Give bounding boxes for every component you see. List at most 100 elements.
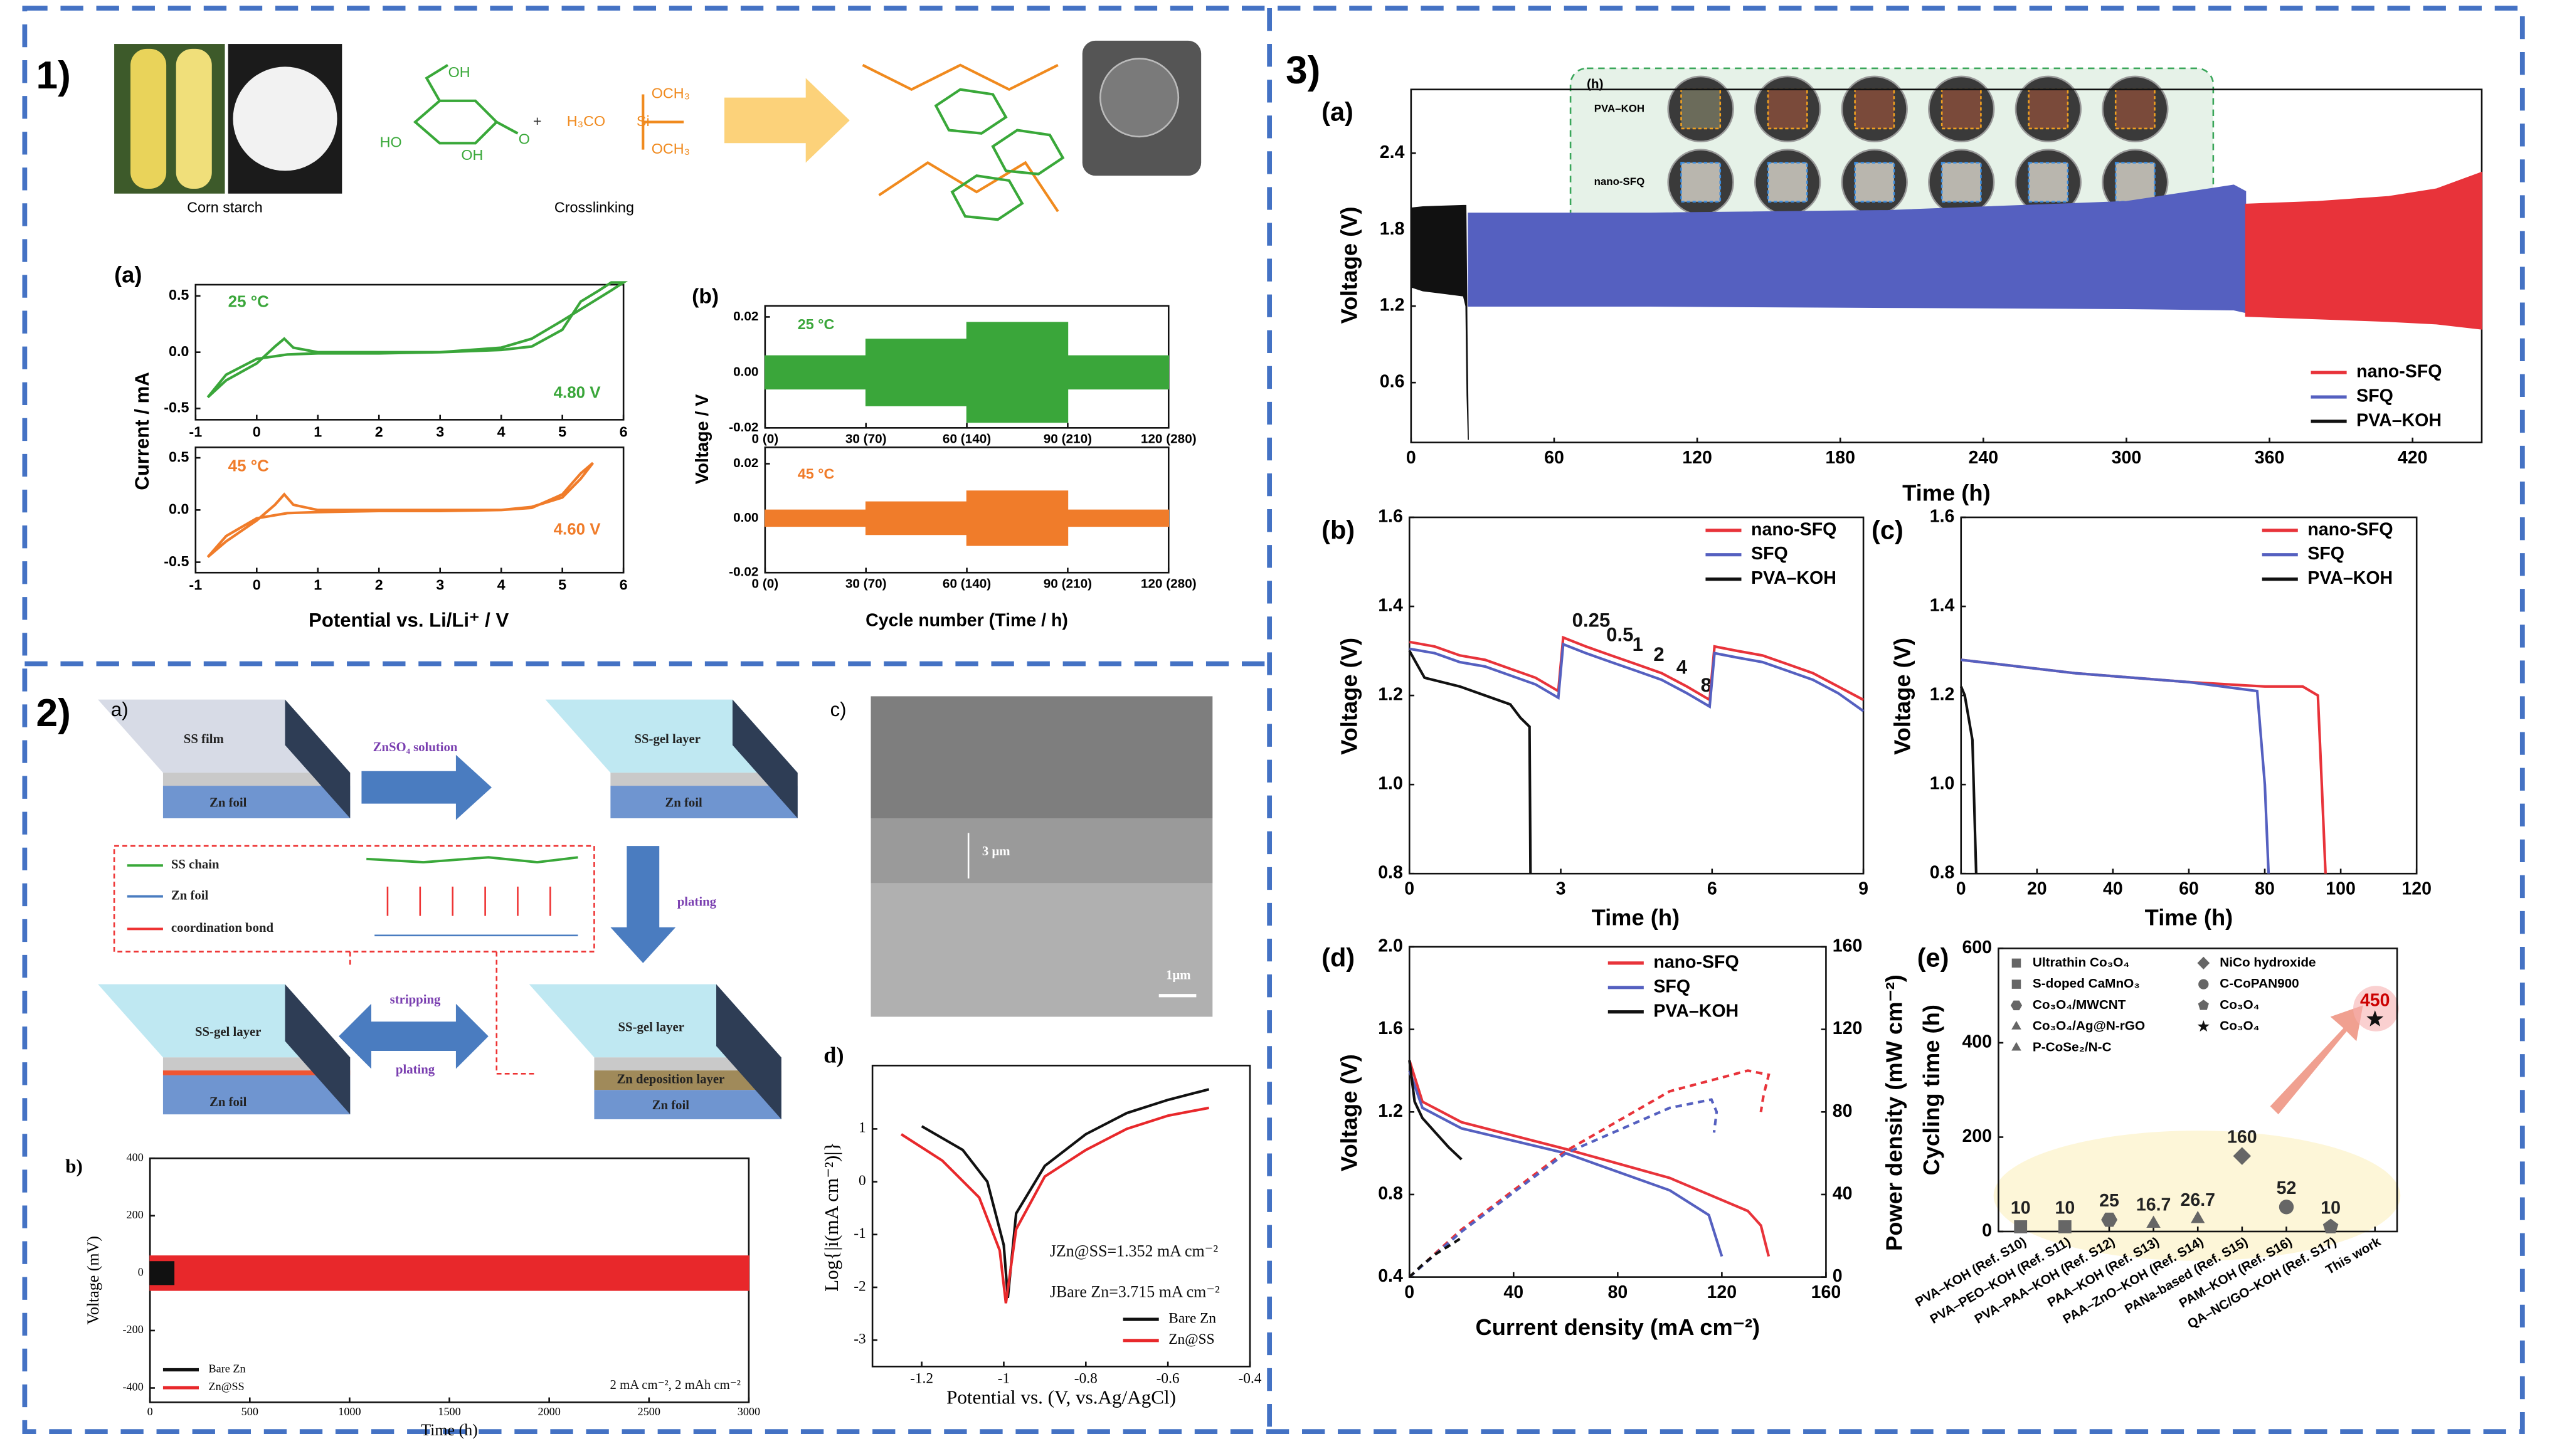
diagram-label: Zn foil: [665, 796, 702, 810]
chart: 0 (0) 30 (70) 60 (140) 90 (210) 120 (280) -0.…: [729, 446, 1197, 631]
slab-zn: [610, 786, 798, 818]
series-line: [206, 281, 628, 399]
panel-label: (a): [114, 262, 142, 288]
legend-label: SFQ: [1653, 976, 1690, 996]
y-tick-label: -200: [123, 1323, 144, 1336]
legend-marker: [2198, 1000, 2209, 1010]
diagram-label: 1μm: [1166, 968, 1190, 982]
y-axis-label: Voltage (V): [1890, 638, 1915, 755]
x-tick-label: -0.8: [1074, 1371, 1098, 1387]
bond: [878, 161, 1059, 213]
chart: 0 60 120 180 240 300 360 420 0.6 1.2 1.8 2.4 (a) Time…: [1321, 88, 2483, 505]
legend-label: Bare Zn: [209, 1363, 246, 1375]
x-axis-label: Time (h): [2145, 904, 2233, 930]
data-label: 10: [2055, 1198, 2075, 1218]
y-axis-label: Cycling time (h): [1919, 1005, 1944, 1175]
y-tick-label: 200: [127, 1208, 144, 1221]
plot-frame: [871, 1065, 1251, 1368]
sem-image: [871, 696, 1213, 818]
x-tick-label: 240: [1969, 448, 1999, 468]
legend-marker: [2198, 979, 2209, 989]
diagram-label: Zn foil: [171, 889, 209, 902]
slab-layer: [162, 1070, 351, 1075]
panel-label: a): [111, 699, 129, 720]
x-tick-label: 40: [2103, 878, 2123, 899]
series-line: [921, 1088, 1210, 1299]
diagram-label: SS film: [184, 732, 224, 746]
series-line: [1408, 1060, 1463, 1161]
legend-label: Zn@SS: [209, 1380, 245, 1393]
sample-film: [2114, 162, 2156, 203]
y-tick-label: 400: [127, 1151, 144, 1163]
diagram-label: Zn deposition layer: [617, 1072, 724, 1086]
diagram-label: stripping: [390, 993, 441, 1006]
x-tick-label: 9: [1858, 878, 1868, 899]
x-tick-label: 5: [558, 424, 566, 440]
y-axis-label: Current / mA: [131, 372, 153, 490]
diagram-label: 3 μm: [982, 845, 1010, 858]
chart: 0 3 6 9 0.8 1.0 1.2 1.4 1.6 (b) Time (h) Voltage (V…: [1321, 507, 1868, 931]
slab-side: [732, 699, 798, 818]
x-tick-label: 300: [2112, 448, 2142, 468]
legend-label: Co₃O₄: [2220, 998, 2259, 1012]
highlight: [1993, 1131, 2401, 1261]
legend-label: P-CoSe₂/N-C: [2033, 1040, 2112, 1054]
chem-label: OH: [461, 147, 483, 163]
x-tick-label: 40: [1503, 1282, 1523, 1302]
film: [1099, 58, 1180, 138]
data-label: 10: [2321, 1198, 2341, 1218]
annotation: 8: [1701, 674, 1712, 696]
x-tick-label: 180: [1825, 448, 1855, 468]
y-axis-label: Log{|i(mA cm⁻²)|}: [820, 1142, 842, 1291]
x-tick-label: 0: [253, 576, 261, 593]
y-tick-label: -400: [123, 1381, 144, 1393]
diagram-label: SS chain: [171, 858, 220, 872]
arrow: [724, 78, 850, 163]
x-tick-label: 0 (0): [752, 576, 779, 591]
series-line: [1409, 635, 1865, 702]
series-band: [1411, 204, 1469, 440]
slab-side: [716, 984, 781, 1119]
panel-label: (c): [1872, 515, 1903, 544]
y-tick-label: 0.6: [1380, 372, 1405, 392]
legend-label: Bare Zn: [1168, 1310, 1216, 1326]
x-axis-label: Potential vs. Li/Li⁺ / V: [309, 609, 509, 631]
data-point: [2322, 1218, 2339, 1233]
x-tick-label: 120: [2401, 878, 2432, 899]
y-tick-label: 1.2: [1380, 295, 1405, 315]
trend-arrow: [2270, 1005, 2363, 1115]
y-tick-label: 0.5: [169, 448, 189, 465]
silane: [642, 94, 684, 150]
y-axis-label: Voltage / V: [692, 394, 712, 485]
legend-marker: [2011, 1042, 2021, 1051]
diagram-label: Zn foil: [209, 1095, 247, 1109]
annotation: 45 °C: [228, 457, 269, 475]
legend-label: nano-SFQ: [1751, 519, 1836, 539]
annotation: 2 mA cm⁻², 2 mAh cm⁻²: [610, 1378, 741, 1392]
diagram-label: SS-gel layer: [195, 1025, 261, 1039]
chem-label: H₃CO: [567, 113, 605, 129]
series-line: [1408, 1237, 1463, 1279]
data-point: [2191, 1211, 2205, 1223]
chem-label: +: [533, 113, 542, 129]
sample-film: [1854, 162, 1895, 203]
x-tick-label: 80: [2255, 878, 2275, 899]
chem-label: O: [519, 130, 530, 147]
data-label: 160: [2227, 1127, 2257, 1147]
x-tick-label: 30 (70): [845, 431, 887, 446]
legend-label: NiCo hydroxide: [2220, 955, 2316, 969]
y-tick-label: 1.2: [1378, 1101, 1403, 1121]
panel-label: 3): [1286, 49, 1320, 92]
series-band: [765, 490, 1170, 546]
series-line: [1408, 650, 1532, 874]
y-tick-label: 400: [1962, 1032, 1992, 1052]
chem-label: OCH₃: [652, 85, 690, 102]
sample-film: [2028, 162, 2069, 203]
x-tick-label: 2000: [538, 1405, 561, 1418]
legend-label: C-CoPAN900: [2220, 976, 2299, 991]
zoom-box: [113, 845, 595, 953]
legend-label: nano-SFQ: [2356, 362, 2442, 382]
y-tick-label: 1.0: [1378, 774, 1403, 794]
y-axis-label: Voltage (V): [1336, 206, 1362, 324]
annotation: 25 °C: [798, 316, 835, 332]
